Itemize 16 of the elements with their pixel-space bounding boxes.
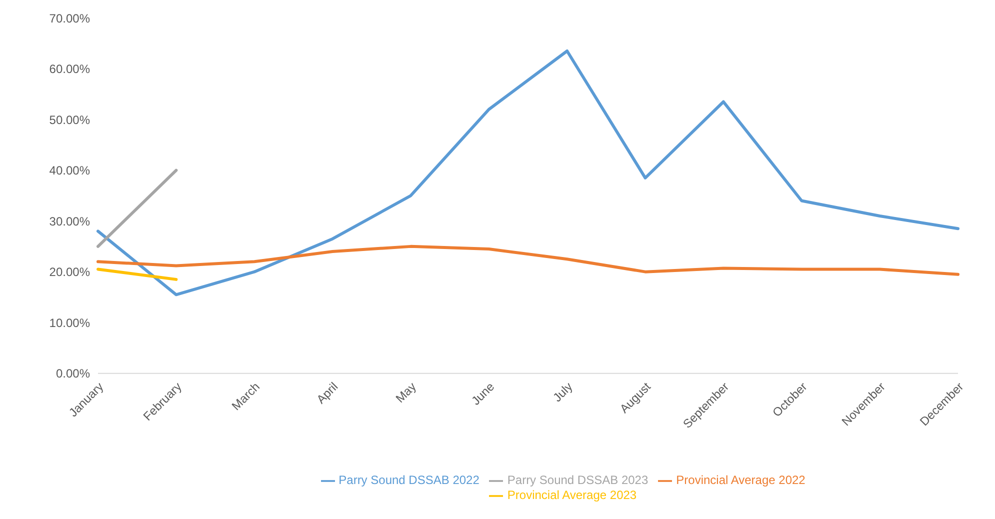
- legend-label: Parry Sound DSSAB 2022: [338, 473, 480, 488]
- y-tick-label: 50.00%: [49, 112, 90, 127]
- x-tick-label: May: [392, 380, 419, 406]
- y-tick-label: 10.00%: [49, 316, 90, 330]
- legend-label: Provincial Average 2022: [676, 473, 806, 488]
- legend-label: Provincial Average 2023: [507, 488, 637, 502]
- y-tick-label: 40.00%: [49, 164, 90, 178]
- y-tick-label: 30.00%: [49, 214, 90, 228]
- legend-label: Parry Sound DSSAB 2023: [507, 473, 648, 488]
- y-tick-label: 60.00%: [49, 62, 90, 76]
- line-series: [96, 244, 960, 276]
- y-tick-label: 70.00%: [49, 11, 90, 26]
- x-tick-label: July: [550, 380, 576, 405]
- y-tick-label: 20.00%: [49, 265, 90, 280]
- line-series: [96, 49, 960, 296]
- y-tick-label: 0.00%: [56, 366, 90, 381]
